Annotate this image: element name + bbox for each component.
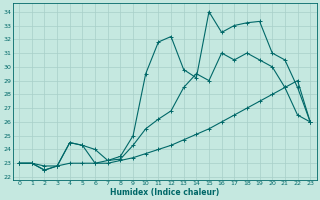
X-axis label: Humidex (Indice chaleur): Humidex (Indice chaleur) (110, 188, 219, 197)
